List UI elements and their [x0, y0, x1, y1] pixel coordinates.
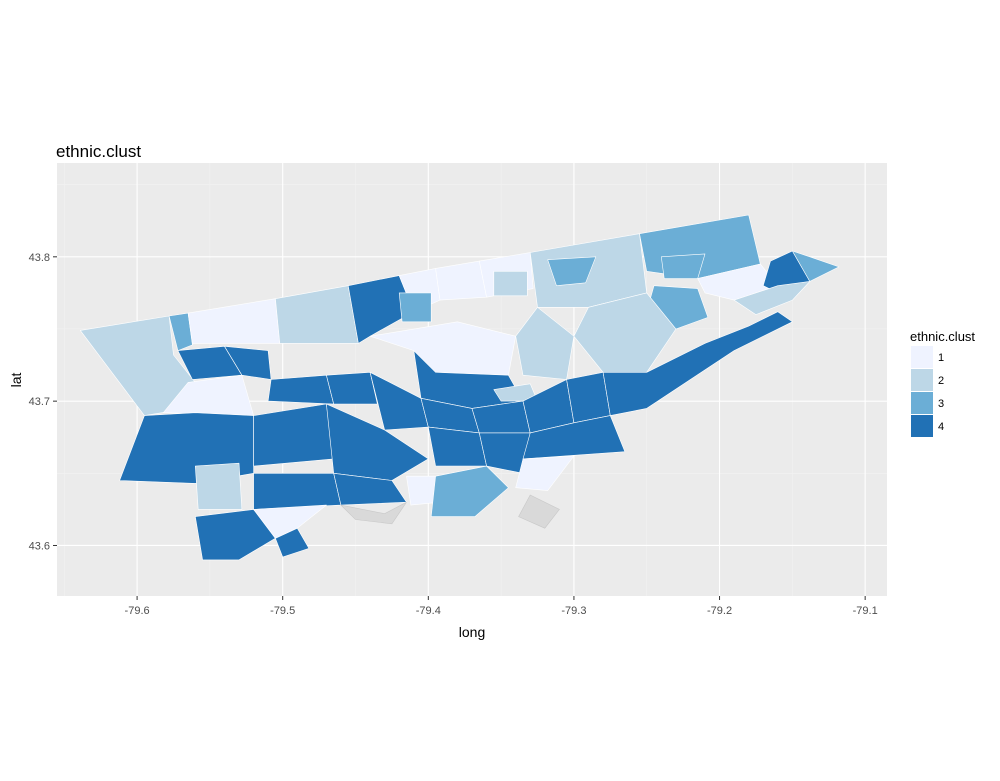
legend-key-2 [911, 369, 933, 391]
region-cluster-3 [168, 312, 193, 351]
region-cluster-2 [733, 281, 811, 315]
region-cluster-4 [347, 275, 415, 344]
x-tick-label: -79.1 [853, 605, 878, 617]
region-cluster-1 [515, 455, 575, 491]
x-tick-label: -79.5 [270, 605, 295, 617]
region-cluster-4 [326, 403, 429, 481]
coastline [339, 494, 560, 529]
coast-shape [518, 494, 560, 529]
region-cluster-4 [195, 509, 276, 561]
x-tick-label: -79.4 [416, 605, 441, 617]
legend-title: ethnic.clust [910, 329, 975, 344]
y-tick-label: 43.6 [29, 540, 50, 552]
x-tick-label: -79.3 [561, 605, 586, 617]
x-tick-label: -79.6 [125, 605, 150, 617]
x-axis-ticks: -79.6 -79.5 -79.4 -79.3 -79.2 -79.1 [125, 596, 878, 617]
region-cluster-4 [602, 311, 793, 416]
x-axis-label: long [459, 624, 485, 640]
region-cluster-4 [522, 415, 626, 460]
coast-shape [339, 501, 407, 525]
region-cluster-1 [435, 260, 487, 301]
legend-keys: 1 2 3 4 [911, 346, 944, 437]
region-cluster-3 [430, 465, 509, 517]
legend: ethnic.clust 1 2 3 4 [910, 329, 975, 437]
legend-label: 1 [938, 352, 944, 364]
y-axis-label: lat [8, 373, 24, 388]
region-cluster-2 [493, 270, 528, 297]
region-cluster-4 [326, 371, 378, 405]
y-axis-ticks: 43.6 43.7 43.8 [29, 252, 57, 552]
legend-key-1 [911, 346, 933, 368]
legend-key-4 [911, 415, 933, 437]
x-tick-label: -79.2 [707, 605, 732, 617]
region-cluster-3 [792, 250, 840, 282]
legend-label: 3 [938, 398, 944, 410]
region-cluster-3 [660, 253, 706, 279]
region-cluster-4 [275, 527, 310, 558]
region-cluster-4 [427, 426, 487, 467]
region-cluster-3 [398, 292, 432, 323]
region-cluster-2 [195, 462, 243, 510]
region-cluster-4 [566, 371, 611, 424]
map-regions [80, 214, 840, 561]
region-cluster-4 [253, 472, 342, 510]
legend-label: 2 [938, 375, 944, 387]
region-cluster-3 [547, 256, 597, 287]
legend-key-3 [911, 392, 933, 414]
y-tick-label: 43.8 [29, 252, 50, 264]
legend-label: 4 [938, 421, 944, 433]
plot-title: ethnic.clust [56, 142, 141, 161]
region-cluster-2 [515, 306, 575, 380]
region-cluster-4 [267, 374, 335, 405]
y-tick-label: 43.7 [29, 396, 50, 408]
